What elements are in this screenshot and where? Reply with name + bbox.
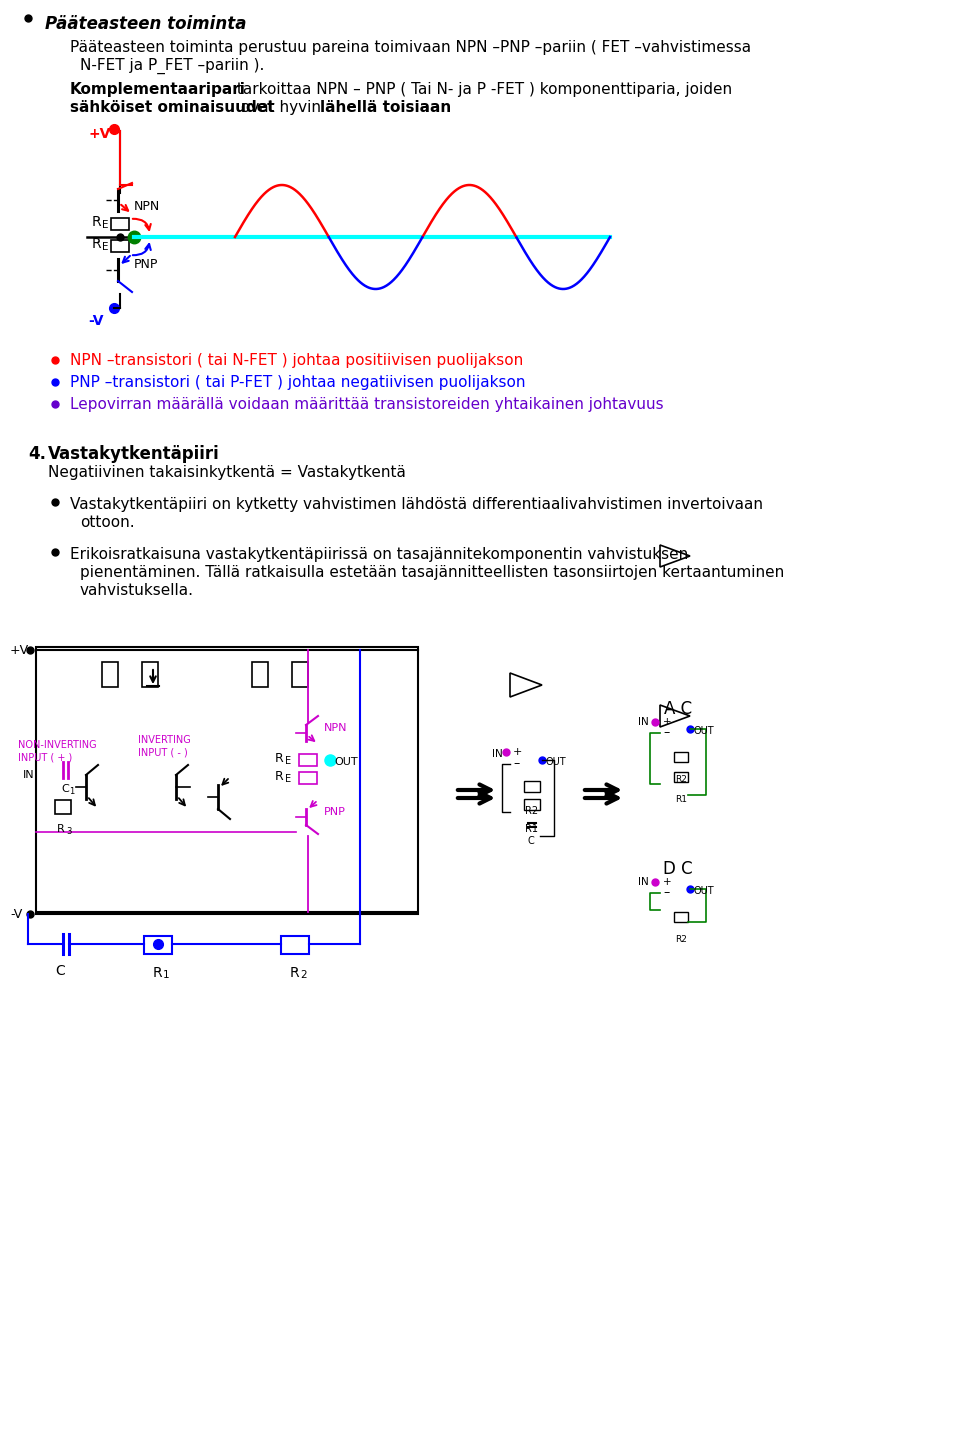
Text: D C: D C: [663, 860, 693, 879]
Text: Negatiivinen takaisinkytkentä = Vastakytkentä: Negatiivinen takaisinkytkentä = Vastakyt…: [48, 465, 406, 480]
Bar: [674, 912, 688, 922]
Text: NPN: NPN: [134, 201, 160, 214]
Bar: [524, 799, 540, 811]
Text: Pääteasteen toiminta: Pääteasteen toiminta: [45, 14, 247, 33]
Text: Pääteasteen toiminta perustuu pareina toimivaan NPN –PNP –pariin ( FET –vahvisti: Pääteasteen toiminta perustuu pareina to…: [70, 40, 751, 55]
Text: –: –: [663, 886, 669, 899]
Text: NON-INVERTING
INPUT ( + ): NON-INVERTING INPUT ( + ): [18, 740, 97, 763]
Text: R2: R2: [525, 806, 539, 816]
Text: R1: R1: [675, 795, 687, 803]
Text: R: R: [92, 215, 102, 228]
Text: E: E: [285, 775, 291, 785]
Text: IN: IN: [638, 877, 649, 887]
Text: R1: R1: [525, 824, 538, 834]
Bar: [36, 647, 418, 912]
Text: R: R: [153, 967, 162, 980]
Bar: [524, 780, 540, 792]
Text: C: C: [61, 785, 69, 793]
Text: –: –: [663, 727, 669, 740]
Text: N-FET ja P_FET –pariin ).: N-FET ja P_FET –pariin ).: [80, 58, 264, 74]
Bar: [674, 751, 688, 762]
Text: R: R: [275, 770, 284, 783]
Bar: [102, 662, 118, 686]
Text: PNP –transistori ( tai P-FET ) johtaa negatiivisen puolijakson: PNP –transistori ( tai P-FET ) johtaa ne…: [70, 374, 525, 390]
Text: OUT: OUT: [545, 757, 565, 767]
Text: vahvistuksella.: vahvistuksella.: [80, 582, 194, 598]
Text: INVERTING
INPUT ( - ): INVERTING INPUT ( - ): [138, 736, 191, 757]
Text: PNP: PNP: [134, 257, 158, 270]
Text: 1: 1: [163, 970, 170, 980]
Text: -V: -V: [88, 314, 104, 328]
Text: 2: 2: [300, 970, 306, 980]
Text: E: E: [285, 756, 291, 766]
Bar: [111, 240, 129, 251]
Text: Komplementaaripari: Komplementaaripari: [70, 82, 246, 97]
Text: +V: +V: [88, 127, 110, 142]
Text: Vastakytkentäpiiri on kytketty vahvistimen lähdöstä differentiaalivahvistimen in: Vastakytkentäpiiri on kytketty vahvistim…: [70, 497, 763, 512]
Text: IN: IN: [492, 749, 503, 759]
Text: pienentäminen. Tällä ratkaisulla estetään tasajännitteellisten tasonsiirtojen ke: pienentäminen. Tällä ratkaisulla estetää…: [80, 565, 784, 579]
Text: 3: 3: [66, 827, 71, 837]
Text: 1: 1: [69, 788, 74, 796]
Bar: [111, 218, 129, 230]
Text: +: +: [663, 717, 672, 727]
Text: R: R: [92, 237, 102, 251]
Text: Vastakytkentäpiiri: Vastakytkentäpiiri: [48, 445, 220, 462]
Text: R: R: [275, 751, 284, 764]
Text: 4.: 4.: [28, 445, 46, 462]
Text: OUT: OUT: [334, 757, 358, 767]
Text: –: –: [513, 757, 519, 770]
Text: A C: A C: [664, 699, 692, 718]
Text: E: E: [102, 220, 108, 230]
Text: C: C: [528, 837, 535, 845]
Text: +: +: [513, 747, 522, 757]
Bar: [281, 936, 309, 954]
Text: ovat hyvin: ovat hyvin: [236, 100, 325, 116]
Text: R: R: [290, 967, 300, 980]
Bar: [144, 936, 172, 954]
Text: E: E: [102, 241, 108, 251]
Text: IN: IN: [23, 770, 35, 780]
Text: OUT: OUT: [694, 725, 714, 736]
Bar: [674, 772, 688, 782]
Bar: [142, 662, 158, 686]
Text: Erikoisratkaisuna vastakytkentäpiirissä on tasajännitekomponentin vahvistuksen: Erikoisratkaisuna vastakytkentäpiirissä …: [70, 548, 688, 562]
Text: OUT: OUT: [694, 886, 714, 896]
Text: PNP: PNP: [324, 806, 346, 816]
Text: tarkoittaa NPN – PNP ( Tai N- ja P -FET ) komponenttiparia, joiden: tarkoittaa NPN – PNP ( Tai N- ja P -FET …: [232, 82, 732, 97]
Text: C: C: [55, 964, 65, 978]
Text: -V: -V: [10, 907, 22, 920]
Text: R2: R2: [675, 935, 686, 944]
Bar: [299, 754, 317, 766]
Text: NPN –transistori ( tai N-FET ) johtaa positiivisen puolijakson: NPN –transistori ( tai N-FET ) johtaa po…: [70, 353, 523, 367]
Text: Lepovirran määrällä voidaan määrittää transistoreiden yhtaikainen johtavuus: Lepovirran määrällä voidaan määrittää tr…: [70, 396, 663, 412]
Text: +: +: [663, 877, 672, 887]
Bar: [252, 662, 268, 686]
Text: R2: R2: [675, 775, 686, 785]
Bar: [292, 662, 308, 686]
Text: lähellä toisiaan: lähellä toisiaan: [320, 100, 451, 116]
Text: sähköiset ominaisuudet: sähköiset ominaisuudet: [70, 100, 275, 116]
Text: R: R: [57, 824, 64, 834]
Bar: [299, 772, 317, 785]
Text: ottoon.: ottoon.: [80, 514, 134, 530]
Bar: [55, 801, 71, 814]
Text: +V: +V: [10, 643, 29, 656]
Text: NPN: NPN: [324, 722, 348, 733]
Text: IN: IN: [638, 717, 649, 727]
